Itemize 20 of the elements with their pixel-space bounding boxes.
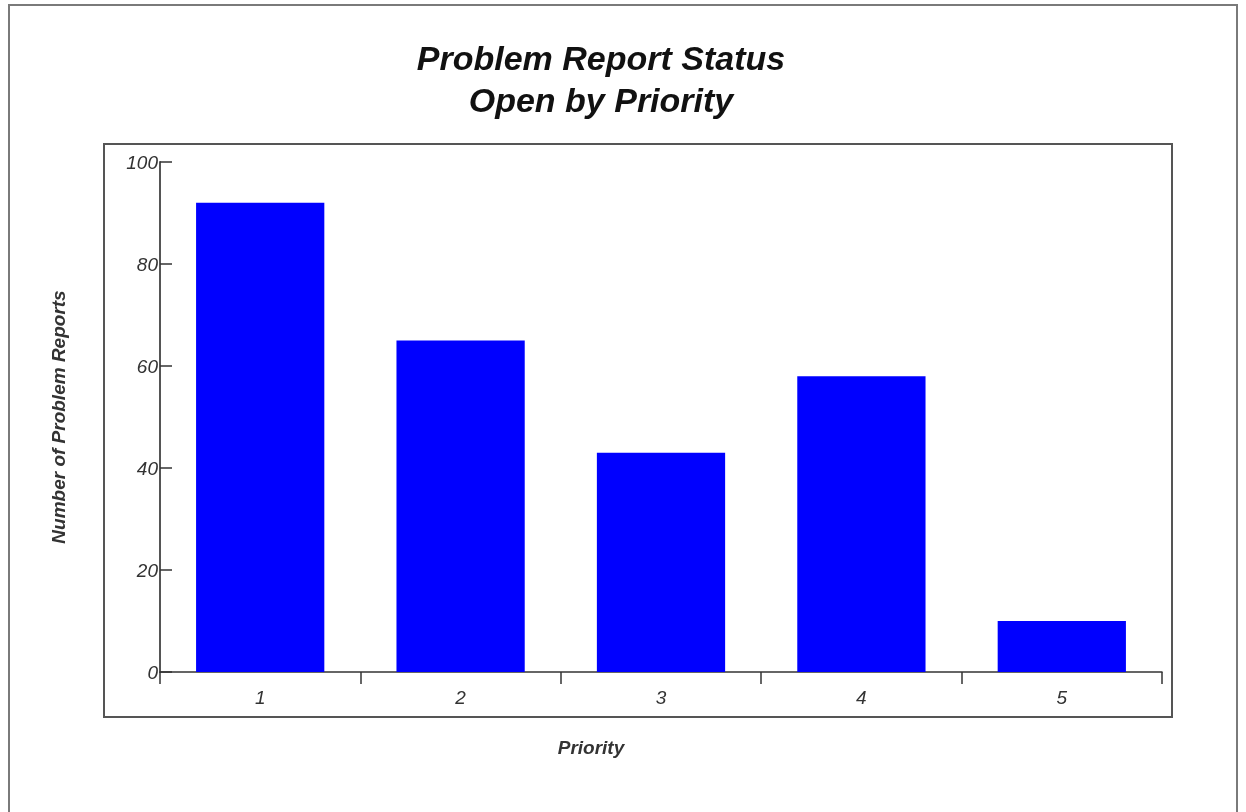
y-tick-label: 60 <box>136 355 159 377</box>
y-axis-title: Number of Problem Reports <box>48 290 69 544</box>
x-tick-label: 1 <box>254 687 266 708</box>
y-tick-label: 0 <box>147 661 159 683</box>
bar <box>997 621 1126 672</box>
bar <box>596 452 726 672</box>
bar <box>797 376 926 672</box>
chart-subtitle: Open by Priority <box>468 81 736 119</box>
y-tick-label: 100 <box>126 151 159 173</box>
bar <box>396 340 525 672</box>
y-tick-label: 80 <box>136 253 159 275</box>
x-tick-label: 5 <box>1056 687 1068 708</box>
y-tick-label: 40 <box>136 457 159 479</box>
x-tick-label: 4 <box>856 687 867 708</box>
x-tick-label: 3 <box>655 687 667 708</box>
bar <box>196 202 325 672</box>
x-tick-label: 2 <box>454 687 467 708</box>
chart-title: Problem Report Status <box>416 39 786 77</box>
x-axis-title: Priority <box>557 737 626 758</box>
y-tick-label: 20 <box>135 559 159 581</box>
